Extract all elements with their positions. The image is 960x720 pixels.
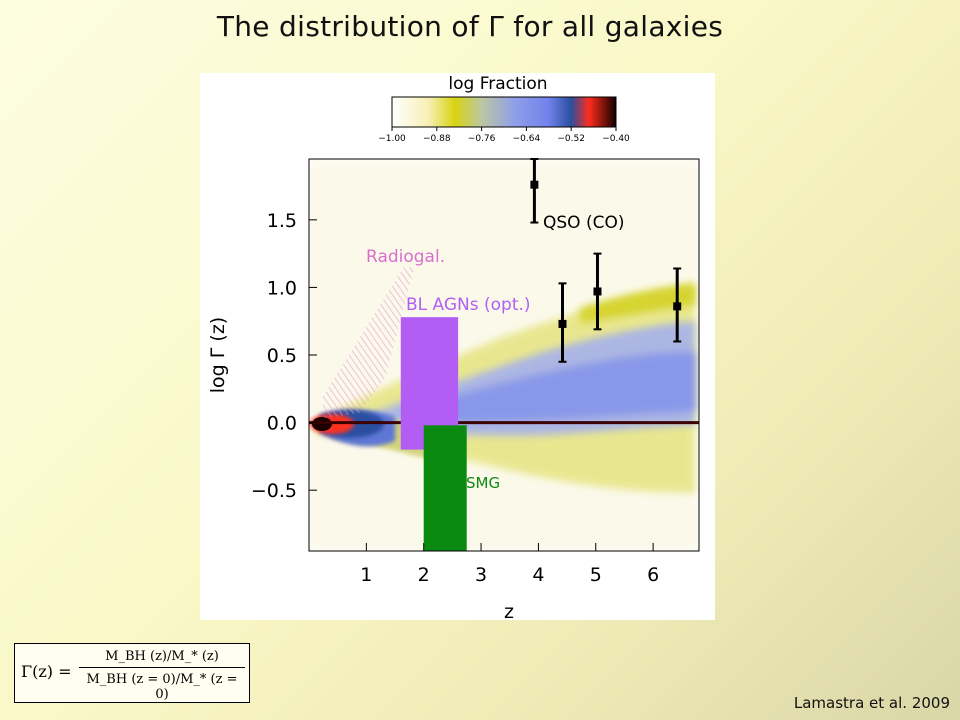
y-tick-label: 0.5 (267, 345, 297, 367)
chart-svg: log Fraction −1.00 −0.88 −0.76 −0.64 −0.52 −0… (207, 74, 700, 620)
citation: Lamastra et al. 2009 (793, 694, 950, 712)
smg-box (423, 425, 467, 551)
radiogal-region (322, 265, 414, 418)
qso-point (673, 302, 682, 311)
y-tick-label: 1.5 (267, 210, 297, 232)
colorbar-ticks: −1.00 −0.88 −0.76 −0.64 −0.52 −0.40 (378, 127, 630, 144)
formula-numerator: M_BH (z)/M_* (z) (105, 649, 219, 664)
x-tick-label: 1 (360, 564, 372, 586)
colorbar-tick-label: −0.76 (468, 134, 496, 144)
x-tick-label: 3 (475, 564, 487, 586)
formula-denominator: M_BH (z = 0)/M_* (z = 0) (86, 672, 238, 702)
x-tick-label: 4 (532, 564, 544, 586)
x-tick-label: 2 (418, 564, 430, 586)
qso-series (530, 158, 682, 363)
y-axis: 1.5 1.0 0.5 0.0 −0.5 (251, 210, 317, 502)
colorbar-tick-label: −0.64 (513, 134, 541, 144)
qso-point (593, 287, 602, 296)
formula-box: Γ(z) = M_BH (z)/M_* (z) M_BH (z = 0)/M_*… (14, 643, 250, 703)
figure-panel: log Fraction −1.00 −0.88 −0.76 −0.64 −0.52 −0… (200, 73, 715, 620)
colorbar-tick-label: −0.52 (557, 134, 585, 144)
colorbar-tick-label: −0.40 (602, 134, 630, 144)
slide-title: The distribution of Γ for all galaxies (216, 10, 724, 43)
y-tick-label: −0.5 (251, 480, 297, 502)
colorbar (391, 96, 617, 128)
y-tick-label: 0.0 (267, 413, 297, 435)
qso-point (558, 319, 567, 328)
formula-lhs: Γ(z) = (21, 662, 72, 681)
qso-point (530, 180, 539, 189)
colorbar-label: log Fraction (448, 74, 547, 94)
colorbar-tick-label: −1.00 (378, 134, 406, 144)
radiogal-label: Radiogal. (366, 247, 445, 267)
x-tick-label: 5 (590, 564, 602, 586)
y-axis-label: log Γ (z) (207, 317, 229, 393)
qso-label: QSO (CO) (543, 213, 624, 233)
colorbar-tick-label: −0.88 (423, 134, 451, 144)
x-axis: 1 2 3 4 5 6 (360, 543, 659, 586)
formula-fraction: M_BH (z)/M_* (z) M_BH (z = 0)/M_* (z = 0… (79, 649, 245, 702)
y-tick-label: 1.0 (267, 277, 297, 299)
bl-agn-label: BL AGNs (opt.) (406, 295, 531, 315)
smg-label: SMG (466, 474, 500, 492)
x-tick-label: 6 (647, 564, 659, 586)
formula-fraction-bar (79, 667, 245, 668)
x-axis-label: z (504, 601, 514, 620)
